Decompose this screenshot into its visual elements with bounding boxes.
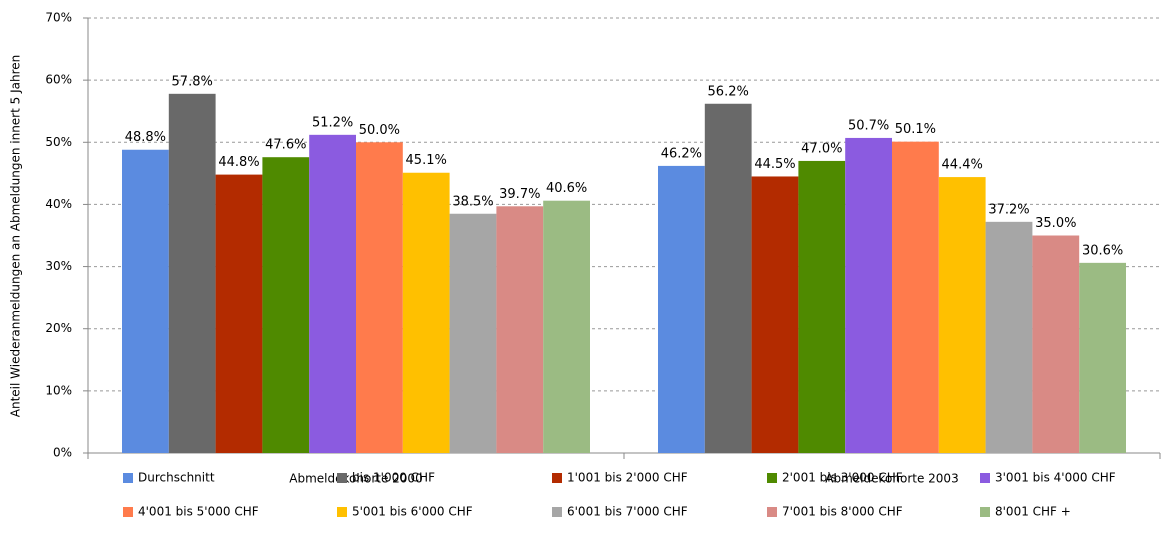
y-tick-label: 70%	[45, 11, 72, 25]
value-label: 47.0%	[801, 141, 842, 156]
bar	[262, 157, 310, 453]
value-label: 44.4%	[942, 158, 983, 173]
legend-swatch	[767, 507, 777, 517]
bar	[751, 176, 799, 453]
y-axis-label: Anteil Wiederanmeldungen an Abmeldungen …	[9, 55, 23, 418]
legend-label: 7'001 bis 8'000 CHF	[782, 505, 903, 519]
bar	[1079, 262, 1126, 453]
legend-swatch	[337, 473, 347, 483]
bar	[1032, 235, 1080, 453]
bar	[168, 93, 216, 454]
bar	[892, 141, 939, 453]
value-label: 39.7%	[499, 187, 540, 202]
legend-label: 2'001 bis 3'000 CHF	[782, 471, 903, 485]
x-tick-label: Abmeldekohorte 2003	[825, 472, 958, 486]
bar	[402, 172, 450, 453]
legend-swatch	[767, 473, 777, 483]
legend-label: 4'001 bis 5'000 CHF	[138, 505, 259, 519]
value-label: 44.5%	[754, 157, 795, 172]
value-label: 35.0%	[1035, 216, 1076, 231]
x-tick-label: Abmeldekohorte 2000	[289, 472, 422, 486]
legend-swatch	[980, 473, 990, 483]
bar	[449, 213, 497, 453]
value-label: 50.0%	[359, 123, 400, 138]
value-label: 57.8%	[172, 74, 213, 89]
bar	[798, 160, 846, 453]
bar	[845, 137, 892, 453]
y-tick-label: 10%	[45, 383, 72, 397]
y-tick-label: 20%	[45, 321, 72, 335]
bar	[543, 200, 590, 453]
value-label: 50.1%	[895, 122, 936, 137]
value-label: 40.6%	[546, 181, 587, 196]
legend-swatch	[552, 473, 562, 483]
legend-swatch	[123, 507, 133, 517]
y-tick-label: 60%	[45, 73, 72, 87]
legend-label: 3'001 bis 4'000 CHF	[995, 471, 1116, 485]
value-label: 30.6%	[1082, 243, 1123, 258]
value-label: 38.5%	[452, 194, 493, 209]
legend-swatch	[337, 507, 347, 517]
legend-label: 1'001 bis 2'000 CHF	[567, 471, 688, 485]
y-tick-label: 40%	[45, 197, 72, 211]
value-label: 46.2%	[661, 146, 702, 161]
bar	[658, 165, 705, 453]
value-label: 48.8%	[125, 130, 166, 145]
value-label: 56.2%	[708, 84, 749, 99]
bar	[985, 221, 1033, 453]
legend-label: 5'001 bis 6'000 CHF	[352, 505, 473, 519]
y-tick-label: 0%	[53, 446, 72, 460]
value-label: 44.8%	[218, 155, 259, 170]
y-tick-label: 50%	[45, 135, 72, 149]
value-label: 37.2%	[988, 202, 1029, 217]
legend-swatch	[552, 507, 562, 517]
bar	[704, 103, 752, 453]
bar	[496, 206, 544, 453]
bar	[215, 174, 263, 453]
legend-label: 6'001 bis 7'000 CHF	[567, 505, 688, 519]
value-label: 47.6%	[265, 138, 306, 153]
value-label: 45.1%	[406, 153, 447, 168]
legend-swatch	[980, 507, 990, 517]
bar	[938, 177, 986, 454]
bar	[356, 142, 403, 454]
value-label: 51.2%	[312, 115, 353, 130]
value-label: 50.7%	[848, 118, 889, 133]
legend-label: 8'001 CHF +	[995, 505, 1071, 519]
y-tick-label: 30%	[45, 259, 72, 273]
bar	[122, 149, 169, 453]
bar	[309, 134, 356, 454]
legend-swatch	[123, 473, 133, 483]
legend-label: bis 1'000 CHF	[352, 471, 435, 485]
legend-label: Durchschnitt	[138, 471, 215, 485]
